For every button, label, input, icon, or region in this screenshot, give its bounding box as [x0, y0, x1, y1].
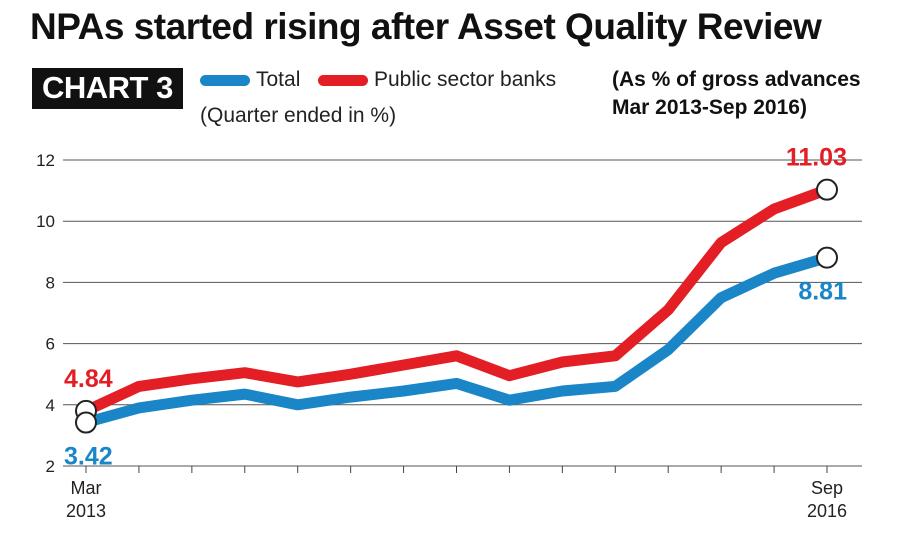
chart-subtitle: (Quarter ended in %): [200, 104, 397, 127]
y-tick-label-4: 4: [46, 396, 55, 415]
y-tick-label-12: 12: [36, 151, 55, 170]
x-tick-label-0-0: Mar: [71, 478, 102, 498]
legend-swatch-total: [200, 74, 250, 86]
legend-swatch-public-sector-banks: [318, 74, 368, 86]
series-line-total: [80, 252, 833, 428]
data-label-0: 4.84: [64, 365, 113, 393]
chart-note-line-2: Mar 2013-Sep 2016): [612, 96, 807, 119]
y-tick-label-2: 2: [46, 457, 55, 476]
data-label-3: 8.81: [798, 278, 847, 306]
chart-note: (As % of gross advances Mar 2013-Sep 201…: [612, 66, 861, 122]
x-tick-label-14-1: 2016: [807, 501, 847, 521]
marker-public-sector-banks-14: [816, 178, 838, 201]
marker-total-14: [816, 246, 838, 269]
y-tick-label-6: 6: [46, 335, 55, 354]
data-label-2: 11.03: [786, 144, 847, 172]
x-tick-label-0-1: 2013: [66, 501, 106, 521]
marker-total-0: [75, 411, 97, 434]
chart-badge: CHART 3: [32, 68, 183, 109]
legend-label-total: Total: [256, 68, 301, 91]
series-line-public-sector-banks: [80, 184, 833, 417]
legend-label-public-sector-banks: Public sector banks: [374, 68, 557, 91]
x-tick-label-14-0: Sep: [811, 478, 843, 498]
y-tick-label-10: 10: [36, 212, 55, 231]
chart-note-line-1: (As % of gross advances: [612, 68, 861, 91]
chart-title: NPAs started rising after Asset Quality …: [30, 6, 822, 47]
legend-item-public-sector-banks: Public sector banks: [318, 68, 556, 92]
y-tick-label-8: 8: [46, 273, 55, 292]
data-label-1: 3.42: [64, 443, 113, 471]
legend-item-total: Total: [200, 68, 300, 92]
